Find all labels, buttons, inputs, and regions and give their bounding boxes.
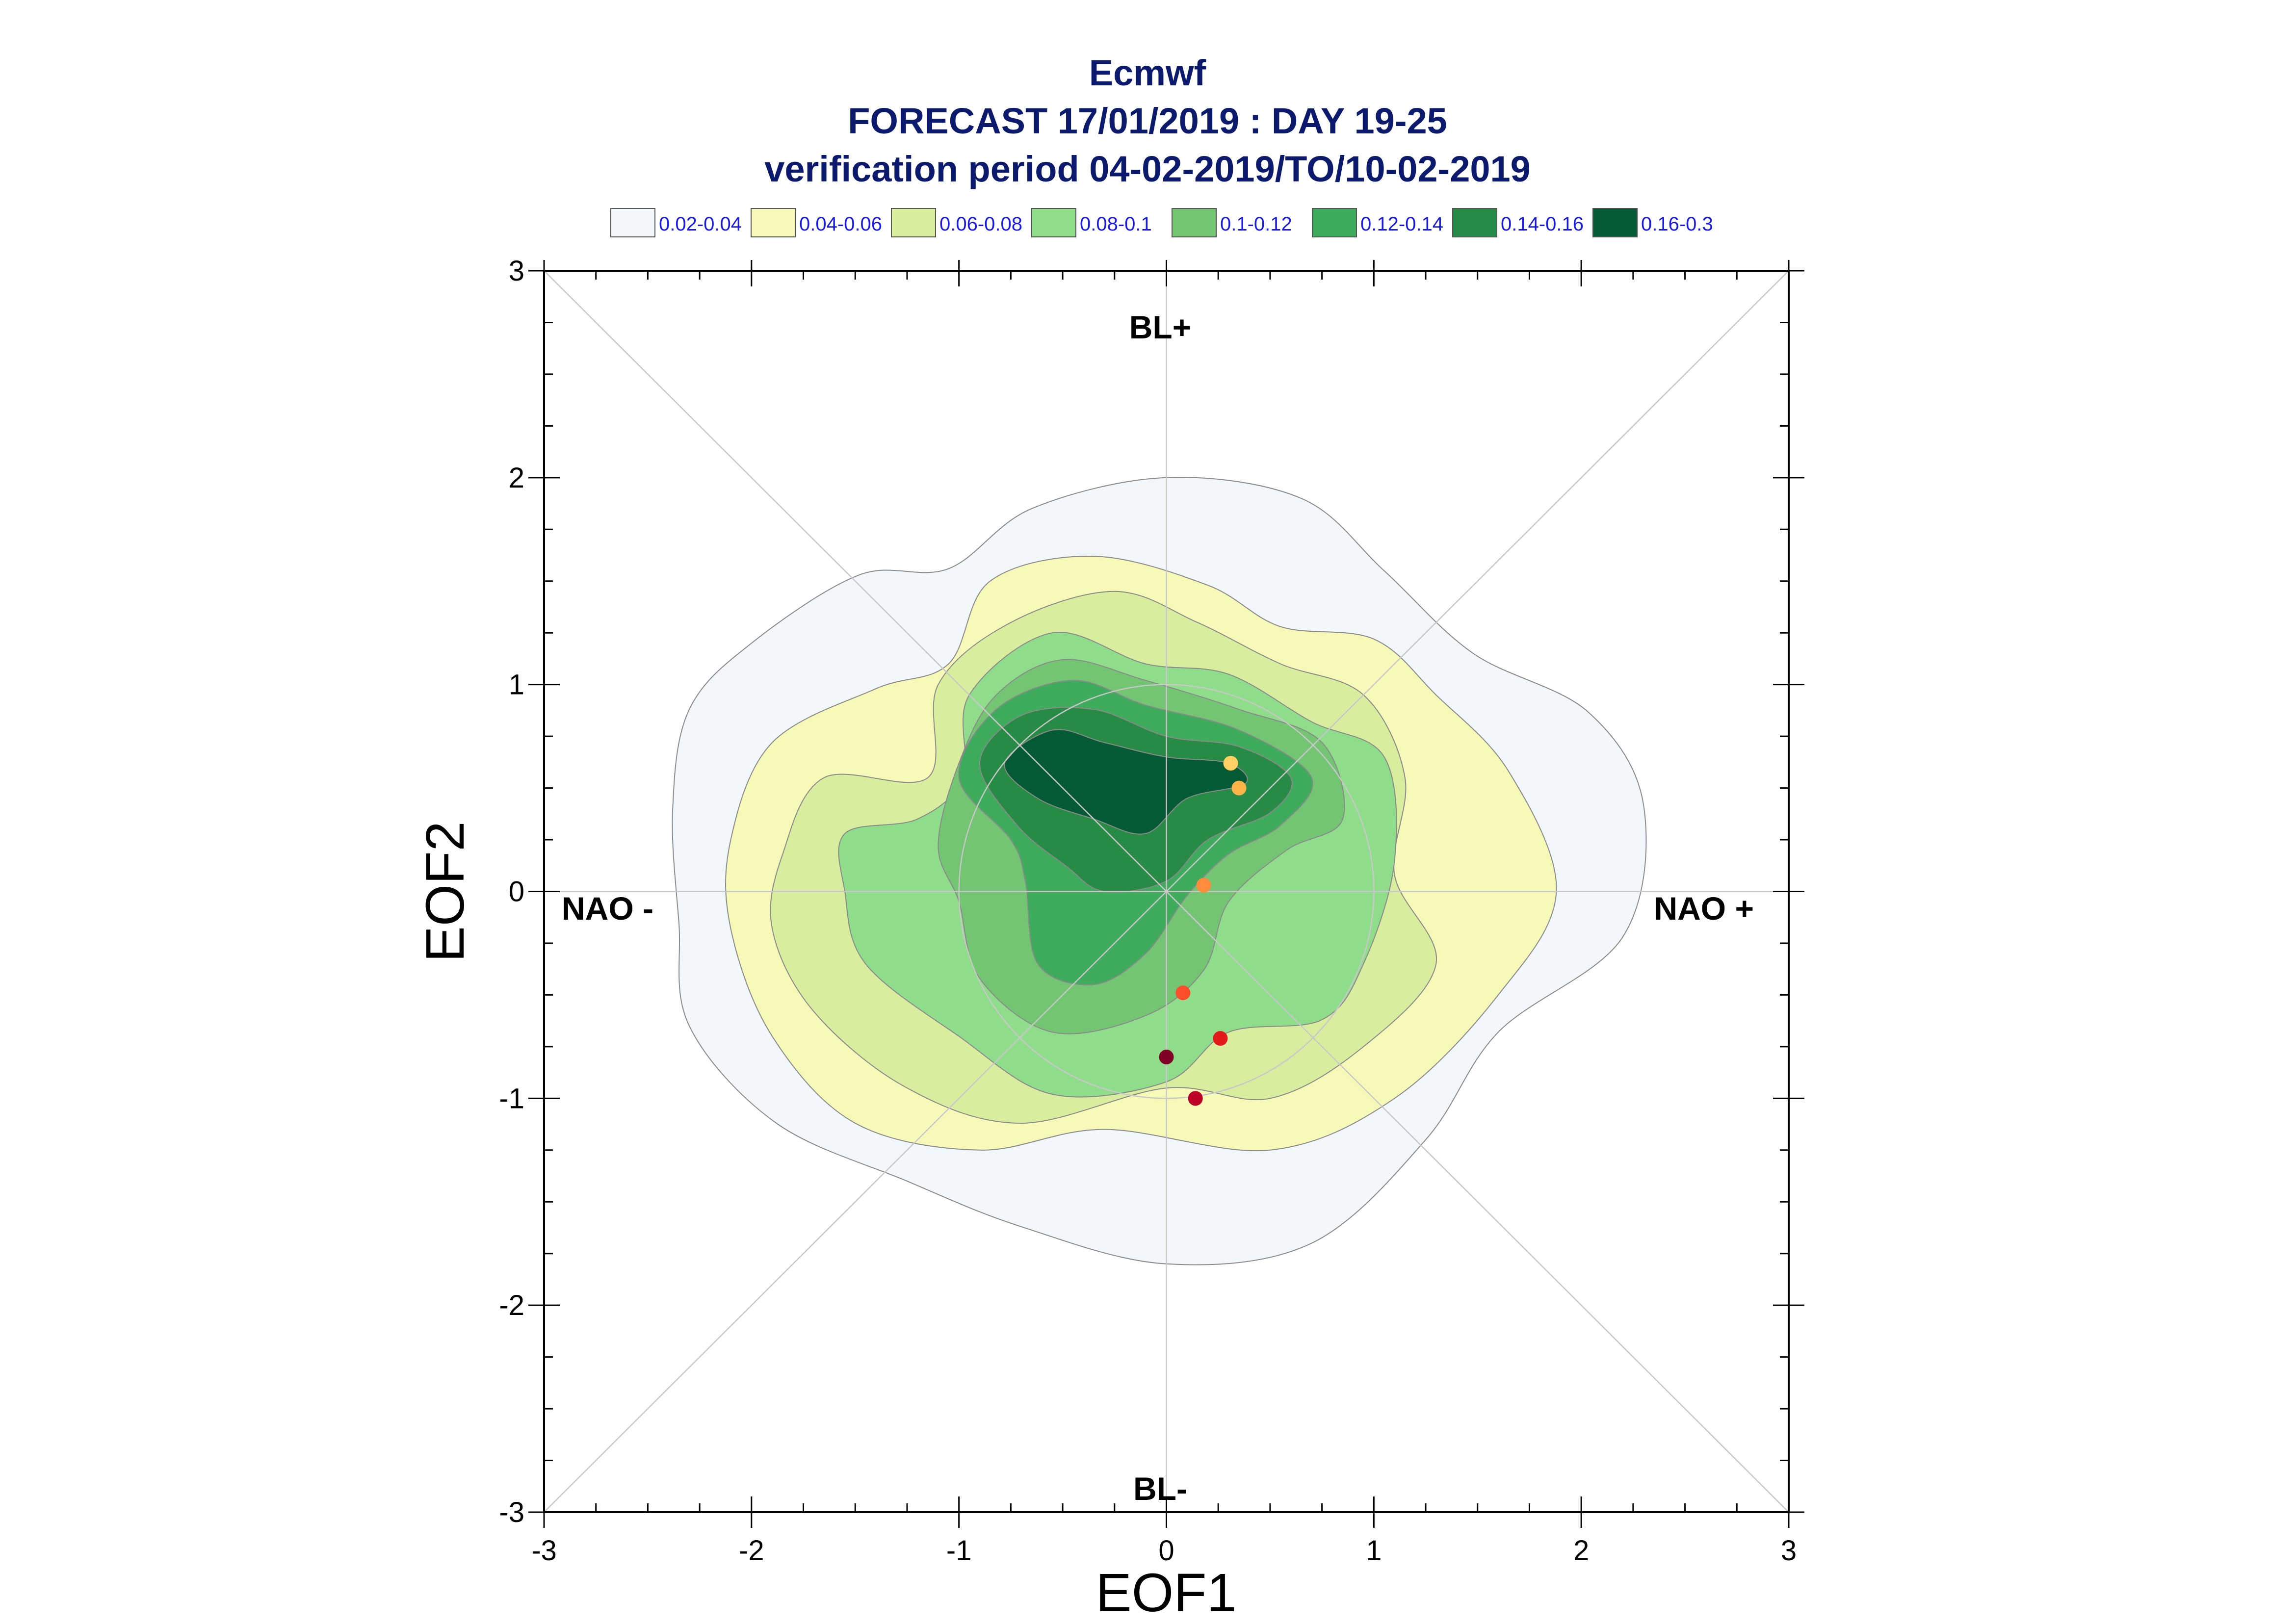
y-tick-label: 2 [509,462,524,494]
ensemble-point-3 [1196,877,1211,893]
y-tick-label: 3 [509,255,524,287]
chart-title: Ecmwf [1089,52,1206,93]
x-tick-label: -2 [739,1535,764,1567]
legend-label-8: 0.16-0.3 [1641,213,1713,235]
ensemble-point-4 [1175,985,1191,1001]
y-axis-title: EOF2 [415,821,475,962]
ensemble-point-7 [1188,1091,1203,1106]
legend-swatch-8 [1592,208,1638,237]
legend-label-5: 0.1-0.12 [1220,213,1292,235]
ensemble-points [1159,755,1247,1106]
region-label-bl-plus: BL+ [1129,309,1192,345]
ensemble-point-1 [1223,755,1238,771]
x-tick-label: 2 [1573,1535,1589,1567]
legend-swatch-6 [1312,208,1357,237]
x-tick-label: -3 [531,1535,557,1567]
y-tick-label: -1 [499,1083,524,1114]
legend-swatch-5 [1172,208,1217,237]
density-contours [672,477,1647,1265]
x-tick-label: -1 [946,1535,972,1567]
region-label-bl-minus: BL- [1133,1470,1187,1507]
ensemble-point-6 [1159,1049,1174,1064]
legend-label-6: 0.12-0.14 [1360,213,1443,235]
legend-label-4: 0.08-0.1 [1080,213,1152,235]
x-tick-label: 1 [1366,1535,1382,1567]
chart-subtitle-forecast: FORECAST 17/01/2019 : DAY 19-25 [848,101,1447,141]
ensemble-point-5 [1213,1031,1228,1046]
legend-label-2: 0.04-0.06 [799,213,882,235]
legend-label-3: 0.06-0.08 [939,213,1022,235]
y-tick-label: 1 [509,669,524,701]
region-label-nao-minus: NAO - [562,890,653,927]
ensemble-point-2 [1231,780,1247,796]
y-tick-label: -2 [499,1289,524,1321]
legend-label-1: 0.02-0.04 [659,213,742,235]
grid-diagonal-descending [544,270,1789,1513]
legend-swatch-3 [891,208,936,237]
contour-0.16-0.3 [1004,729,1248,835]
x-tick-label: 3 [1781,1535,1797,1567]
legend-swatch-2 [751,208,796,237]
y-tick-label: 0 [509,876,524,908]
grid-unit-circle [958,684,1375,1099]
legend-swatch-1 [610,208,655,237]
x-tick-label: 0 [1158,1535,1174,1567]
legend-label-7: 0.14-0.16 [1501,213,1584,235]
x-axis-title: EOF1 [1095,1563,1236,1623]
legend: 0.02-0.04 0.04-0.06 0.06-0.08 0.08-0.1 0.1-0… [610,208,1713,237]
axis-ticks: -3 -2 -1 0 1 2 3 -3 -2 -1 0 1 2 3 [499,255,1804,1567]
chart-title-block: Ecmwf FORECAST 17/01/2019 : DAY 19-25 ve… [0,49,2295,193]
chart-subtitle-verification: verification period 04-02-2019/TO/10-02-… [764,149,1531,189]
legend-swatch-4 [1031,208,1076,237]
region-label-nao-plus: NAO + [1654,890,1754,927]
legend-swatch-7 [1452,208,1497,237]
y-tick-label: -3 [499,1496,524,1528]
reference-grid [544,270,1789,1513]
